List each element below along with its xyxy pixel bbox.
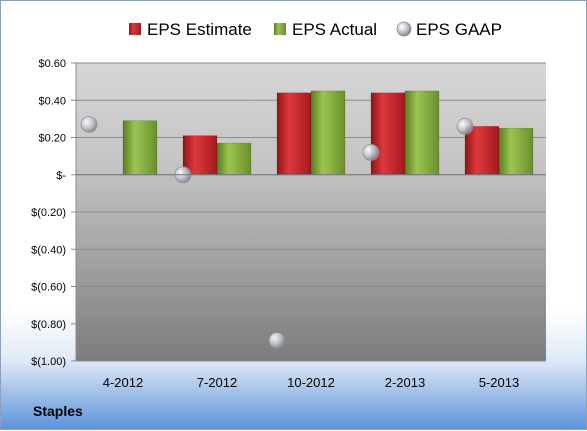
y-tick-label: $- <box>56 170 66 182</box>
marker-eps-gaap <box>456 117 474 135</box>
legend-swatch-eps-gaap <box>396 21 412 37</box>
y-tick-label: $0.60 <box>38 58 66 70</box>
y-tick-label: $(1.00) <box>31 356 66 368</box>
bar-eps-estimate <box>276 92 312 175</box>
x-tick-label: 4-2012 <box>103 375 143 390</box>
bar-eps-actual <box>216 142 252 175</box>
marker-eps-gaap <box>80 116 98 133</box>
legend-swatch-eps-actual <box>274 23 286 35</box>
y-tick-label: $(0.80) <box>31 319 66 331</box>
legend-label-eps-estimate: EPS Estimate <box>147 20 252 39</box>
y-tick-label: $0.20 <box>38 133 66 145</box>
y-tick-label: $(0.40) <box>31 244 66 256</box>
legend-swatch-eps-estimate <box>129 23 141 35</box>
bar-eps-actual <box>310 90 346 175</box>
y-tick-label: $(0.20) <box>31 207 66 219</box>
x-tick-label: 5-2013 <box>479 375 519 390</box>
marker-eps-gaap <box>362 143 380 161</box>
bar-eps-actual <box>404 90 440 175</box>
bar-eps-actual <box>122 120 158 176</box>
bar-eps-actual <box>498 127 534 175</box>
bar-eps-estimate <box>464 126 500 175</box>
x-tick-label: 2-2013 <box>385 375 425 390</box>
legend-label-eps-gaap: EPS GAAP <box>416 20 502 39</box>
bar-eps-estimate <box>370 92 406 175</box>
y-tick-label: $0.40 <box>38 95 66 107</box>
bar-eps-estimate <box>182 135 218 175</box>
y-tick-label: $(0.60) <box>31 282 66 294</box>
company-name: Staples <box>33 403 83 419</box>
x-tick-label: 7-2012 <box>197 375 237 390</box>
x-tick-label: 10-2012 <box>287 375 335 390</box>
marker-eps-gaap <box>268 332 286 349</box>
legend-label-eps-actual: EPS Actual <box>292 20 377 39</box>
